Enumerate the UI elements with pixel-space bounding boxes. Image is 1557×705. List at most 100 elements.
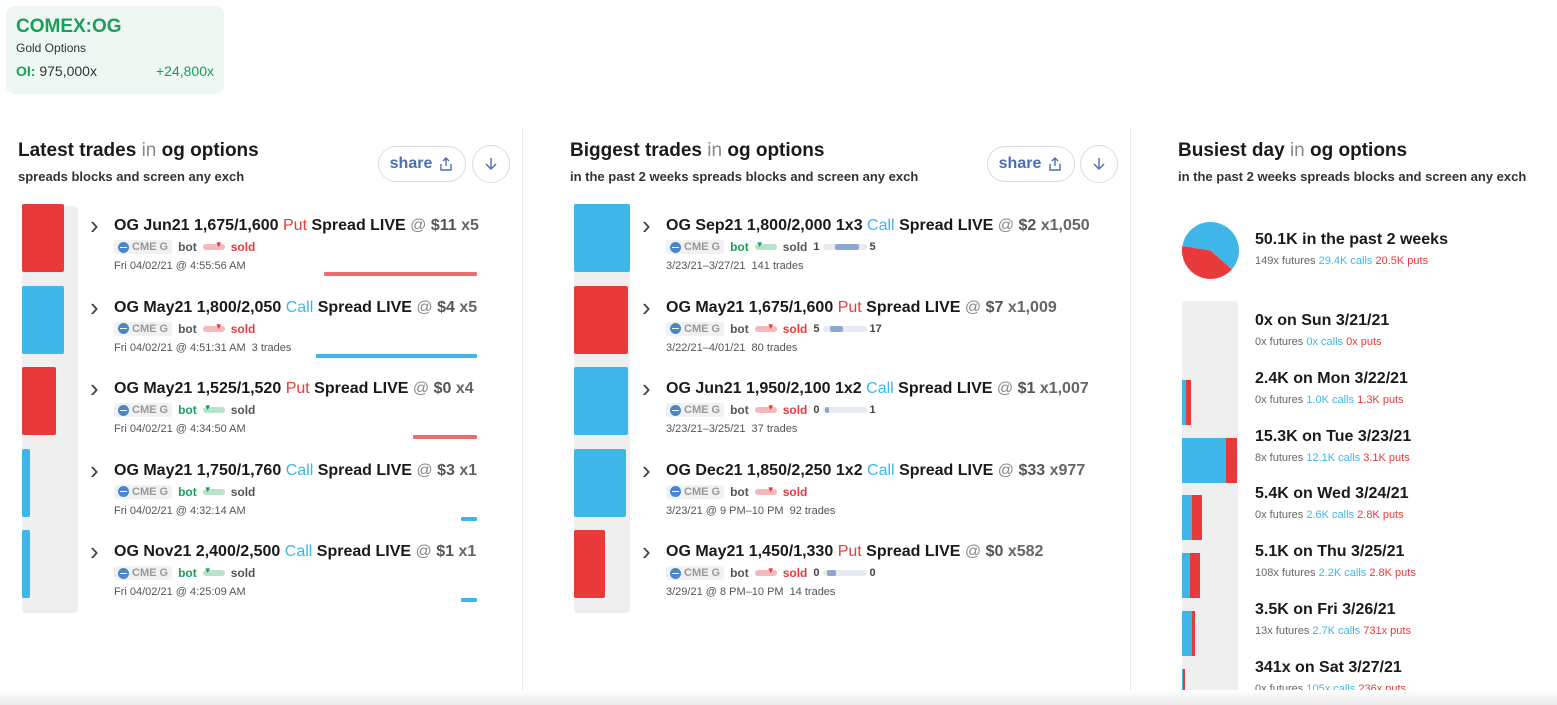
expand-chevron-icon[interactable]: › xyxy=(642,373,651,403)
day-title[interactable]: 2.4K on Mon 3/22/21 xyxy=(1255,369,1408,387)
trade-row[interactable]: OG May21 1,750/1,760 Call Spread LIVE @ … xyxy=(114,462,477,517)
day-title[interactable]: 5.1K on Thu 3/25/21 xyxy=(1255,543,1405,561)
arrow-down-icon xyxy=(485,158,497,170)
oi-value: 975,000x xyxy=(39,63,97,79)
expand-chevron-icon[interactable]: › xyxy=(90,210,99,240)
trade-title[interactable]: OG May21 1,750/1,760 Call Spread LIVE @ … xyxy=(114,462,477,480)
share-icon xyxy=(1049,157,1062,171)
share-button[interactable]: share xyxy=(987,146,1075,182)
exchange-badge: CME G xyxy=(666,403,725,417)
expand-chevron-icon[interactable]: › xyxy=(90,373,99,403)
panel-subtitle: in the past 2 weeks spreads blocks and s… xyxy=(570,169,919,184)
trade-meta: CME G bot ▼ sold xyxy=(114,566,476,580)
trade-row[interactable]: OG Jun21 1,950/2,100 1x2 Call Spread LIV… xyxy=(666,380,1089,435)
trade-title[interactable]: OG Nov21 2,400/2,500 Call Spread LIVE @ … xyxy=(114,543,476,561)
day-row[interactable]: 0x on Sun 3/21/21 0x futures 0x calls 0x … xyxy=(1255,312,1389,348)
globe-icon xyxy=(670,486,681,497)
day-subtitle: 0x futures 1.0K calls 1.3K puts xyxy=(1255,394,1408,406)
exchange-name: CME G xyxy=(684,322,721,335)
trade-price: $1 xyxy=(436,543,454,560)
trade-name: OG Jun21 1,675/1,600 xyxy=(114,217,279,234)
trade-row[interactable]: OG Jun21 1,675/1,600 Put Spread LIVE @ $… xyxy=(114,217,479,272)
trade-row[interactable]: OG Sep21 1,800/2,000 1x3 Call Spread LIV… xyxy=(666,217,1090,272)
expand-chevron-icon[interactable]: › xyxy=(642,210,651,240)
trade-name: OG May21 1,450/1,330 xyxy=(666,543,834,560)
globe-icon xyxy=(670,567,681,579)
day-title[interactable]: 0x on Sun 3/21/21 xyxy=(1255,312,1390,329)
day-row[interactable]: 5.4K on Wed 3/24/21 0x futures 2.6K calls… xyxy=(1255,485,1409,521)
day-futures: 108x futures xyxy=(1255,567,1316,580)
expand-chevron-icon[interactable]: › xyxy=(90,291,99,322)
trade-timestamp: 3/23/21–3/27/21 xyxy=(666,260,746,272)
ticker-card[interactable]: COMEX:OG Gold Options OI: 975,000x +24,8… xyxy=(6,6,224,94)
exchange-name: CME G xyxy=(684,567,721,579)
exchange-name: CME G xyxy=(684,404,721,416)
exchange-badge: CME G xyxy=(114,240,173,254)
day-title[interactable]: 3.5K on Fri 3/26/21 xyxy=(1255,601,1396,618)
trade-tail: Spread LIVE xyxy=(316,543,412,560)
download-button[interactable] xyxy=(1080,145,1118,183)
side-marker-icon: ▼ xyxy=(766,403,775,412)
trade-timestamp: 3/23/21–3/25/21 xyxy=(666,423,746,435)
day-puts-bar xyxy=(1183,668,1185,705)
summary-title[interactable]: 50.1K in the past 2 weeks xyxy=(1255,231,1448,248)
day-row[interactable]: 15.3K on Tue 3/23/21 8x futures 12.1K cal… xyxy=(1255,428,1411,464)
trade-quantity: x977 xyxy=(1049,461,1086,479)
trade-price: $2 xyxy=(1018,217,1037,234)
download-button[interactable] xyxy=(472,145,510,183)
trade-price: $3 xyxy=(437,461,455,479)
trade-row[interactable]: OG May21 1,525/1,520 Put Spread LIVE @ $… xyxy=(114,380,474,435)
trade-row[interactable]: OG May21 1,675/1,600 Put Spread LIVE @ $… xyxy=(666,299,1057,354)
share-label: share xyxy=(998,155,1042,172)
trade-row[interactable]: OG May21 1,800/2,050 Call Spread LIVE @ … xyxy=(114,299,477,354)
trade-row[interactable]: OG Nov21 2,400/2,500 Call Spread LIVE @ … xyxy=(114,543,476,598)
expand-chevron-icon[interactable]: › xyxy=(642,536,651,566)
expand-chevron-icon[interactable]: › xyxy=(642,291,651,322)
range-bar xyxy=(822,407,867,413)
trade-title[interactable]: OG May21 1,525/1,520 Put Spread LIVE @ $… xyxy=(114,380,474,398)
trade-meta: CME G bot ▼ sold xyxy=(114,321,477,336)
trade-title[interactable]: OG Sep21 1,800/2,000 1x3 Call Spread LIV… xyxy=(666,217,1090,235)
day-row[interactable]: 5.1K on Thu 3/25/21 108x futures 2.2K cal… xyxy=(1255,543,1416,579)
column-divider xyxy=(522,128,523,705)
trade-name: OG Dec21 1,850/2,250 1x2 xyxy=(666,461,863,479)
trade-row[interactable]: OG Dec21 1,850/2,250 1x2 Call Spread LIV… xyxy=(666,462,1085,517)
trade-title[interactable]: OG Jun21 1,675/1,600 Put Spread LIVE @ $… xyxy=(114,217,479,235)
day-title[interactable]: 341x on Sat 3/27/21 xyxy=(1255,658,1402,676)
globe-icon xyxy=(118,486,129,497)
day-puts: 2.8K puts xyxy=(1357,509,1404,522)
expand-chevron-icon[interactable]: › xyxy=(90,536,99,566)
day-calls-bar xyxy=(1182,437,1226,483)
sold-label: sold xyxy=(782,566,808,580)
trade-title[interactable]: OG May21 1,450/1,330 Put Spread LIVE @ $… xyxy=(666,543,1043,561)
pie-slice-puts xyxy=(1182,246,1232,279)
day-title[interactable]: 15.3K on Tue 3/23/21 xyxy=(1255,427,1412,445)
day-title[interactable]: 5.4K on Wed 3/24/21 xyxy=(1255,485,1409,503)
summary-subtitle: 149x futures 29.4K calls 20.5K puts xyxy=(1255,255,1428,267)
day-puts: 3.1K puts xyxy=(1363,451,1410,464)
trade-name: OG May21 1,525/1,520 xyxy=(114,380,282,397)
at-sign: @ xyxy=(410,217,427,234)
range-fill xyxy=(829,325,843,332)
day-futures: 0x futures xyxy=(1255,336,1304,348)
trade-title[interactable]: OG Jun21 1,950/2,100 1x2 Call Spread LIV… xyxy=(666,380,1089,398)
day-futures: 0x futures xyxy=(1255,509,1304,522)
expand-chevron-icon[interactable]: › xyxy=(642,454,651,485)
trade-count: 141 trades xyxy=(751,260,804,272)
trade-name: OG Sep21 1,800/2,000 1x3 xyxy=(666,217,863,234)
exchange-badge: CME G xyxy=(114,403,173,417)
trade-title[interactable]: OG May21 1,800/2,050 Call Spread LIVE @ … xyxy=(114,299,477,317)
trade-title[interactable]: OG May21 1,675/1,600 Put Spread LIVE @ $… xyxy=(666,299,1057,317)
trade-row[interactable]: OG May21 1,450/1,330 Put Spread LIVE @ $… xyxy=(666,543,1043,598)
side-indicator: ▼ xyxy=(202,403,225,413)
trade-price: $11 xyxy=(430,217,457,234)
trade-name: OG May21 1,800/2,050 xyxy=(114,298,282,316)
trade-quantity: x582 xyxy=(1007,543,1044,560)
trade-title[interactable]: OG Dec21 1,850/2,250 1x2 Call Spread LIV… xyxy=(666,462,1085,480)
share-button[interactable]: share xyxy=(378,146,466,182)
day-row[interactable]: 3.5K on Fri 3/26/21 13x futures 2.7K call… xyxy=(1255,601,1411,637)
exchange-badge: CME G xyxy=(114,484,173,499)
side-marker-icon: ▼ xyxy=(755,240,764,249)
expand-chevron-icon[interactable]: › xyxy=(90,454,99,485)
day-row[interactable]: 2.4K on Mon 3/22/21 0x futures 1.0K calls… xyxy=(1255,370,1408,406)
